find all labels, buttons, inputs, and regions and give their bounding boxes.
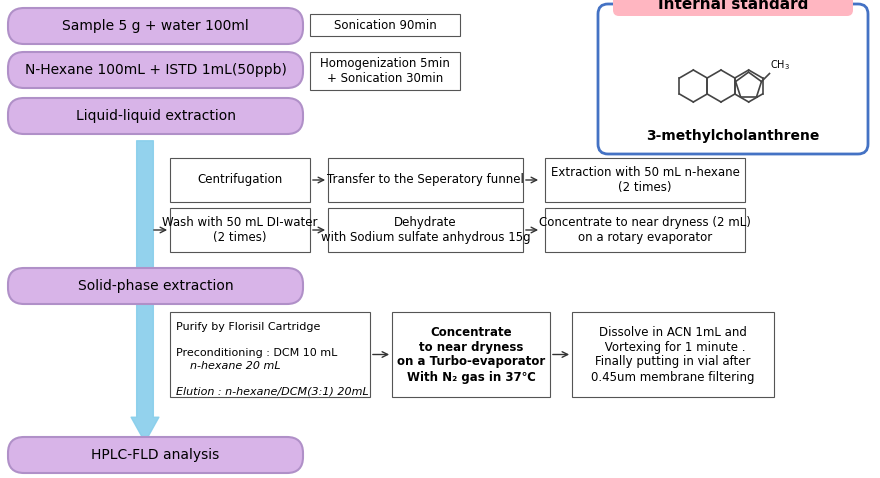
Text: Wash with 50 mL DI-water
(2 times): Wash with 50 mL DI-water (2 times) bbox=[162, 216, 318, 244]
Bar bbox=[572, 312, 774, 397]
Bar bbox=[310, 14, 460, 36]
Bar bbox=[170, 158, 310, 202]
Bar bbox=[310, 52, 460, 90]
Bar bbox=[328, 158, 523, 202]
Text: Dissolve in ACN 1mL and
 Vortexing for 1 minute .
Finally putting in vial after
: Dissolve in ACN 1mL and Vortexing for 1 … bbox=[591, 326, 755, 383]
FancyBboxPatch shape bbox=[598, 4, 868, 154]
FancyBboxPatch shape bbox=[8, 268, 303, 304]
Text: N-Hexane 100mL + ISTD 1mL(50ppb): N-Hexane 100mL + ISTD 1mL(50ppb) bbox=[25, 63, 286, 77]
Text: HPLC-FLD analysis: HPLC-FLD analysis bbox=[92, 448, 220, 462]
Text: Purify by Florisil Cartridge: Purify by Florisil Cartridge bbox=[176, 322, 320, 332]
Text: Homogenization 5min
+ Sonication 30min: Homogenization 5min + Sonication 30min bbox=[320, 57, 450, 85]
Text: Sample 5 g + water 100ml: Sample 5 g + water 100ml bbox=[62, 19, 249, 33]
FancyBboxPatch shape bbox=[8, 98, 303, 134]
Bar bbox=[545, 158, 745, 202]
Text: Internal standard: Internal standard bbox=[658, 0, 808, 11]
Text: Dehydrate
with Sodium sulfate anhydrous 15g: Dehydrate with Sodium sulfate anhydrous … bbox=[320, 216, 531, 244]
Text: Solid-phase extraction: Solid-phase extraction bbox=[77, 279, 233, 293]
Text: Concentrate to near dryness (2 mL)
on a rotary evaporator: Concentrate to near dryness (2 mL) on a … bbox=[539, 216, 751, 244]
FancyBboxPatch shape bbox=[8, 8, 303, 44]
Bar bbox=[170, 312, 370, 397]
Text: Transfer to the Seperatory funnel: Transfer to the Seperatory funnel bbox=[327, 174, 524, 186]
Bar bbox=[328, 208, 523, 252]
Text: Sonication 90min: Sonication 90min bbox=[334, 19, 436, 32]
Text: Extraction with 50 mL n-hexane
(2 times): Extraction with 50 mL n-hexane (2 times) bbox=[551, 166, 739, 194]
Bar bbox=[392, 312, 550, 397]
Text: Preconditioning : DCM 10 mL: Preconditioning : DCM 10 mL bbox=[176, 348, 337, 358]
FancyArrowPatch shape bbox=[131, 141, 159, 442]
Text: CH$_3$: CH$_3$ bbox=[771, 58, 790, 72]
Text: Liquid-liquid extraction: Liquid-liquid extraction bbox=[76, 109, 236, 123]
FancyBboxPatch shape bbox=[613, 0, 853, 16]
Text: Concentrate
to near dryness
on a Turbo-evaporator
With N₂ gas in 37℃: Concentrate to near dryness on a Turbo-e… bbox=[397, 326, 545, 383]
Text: Centrifugation: Centrifugation bbox=[197, 174, 282, 186]
Text: n-hexane 20 mL: n-hexane 20 mL bbox=[176, 361, 281, 371]
Bar bbox=[545, 208, 745, 252]
FancyBboxPatch shape bbox=[8, 52, 303, 88]
FancyBboxPatch shape bbox=[8, 437, 303, 473]
Bar bbox=[170, 208, 310, 252]
Text: 3-methylcholanthrene: 3-methylcholanthrene bbox=[646, 129, 819, 143]
Text: Elution : n-hexane/DCM(3:1) 20mL: Elution : n-hexane/DCM(3:1) 20mL bbox=[176, 387, 369, 397]
